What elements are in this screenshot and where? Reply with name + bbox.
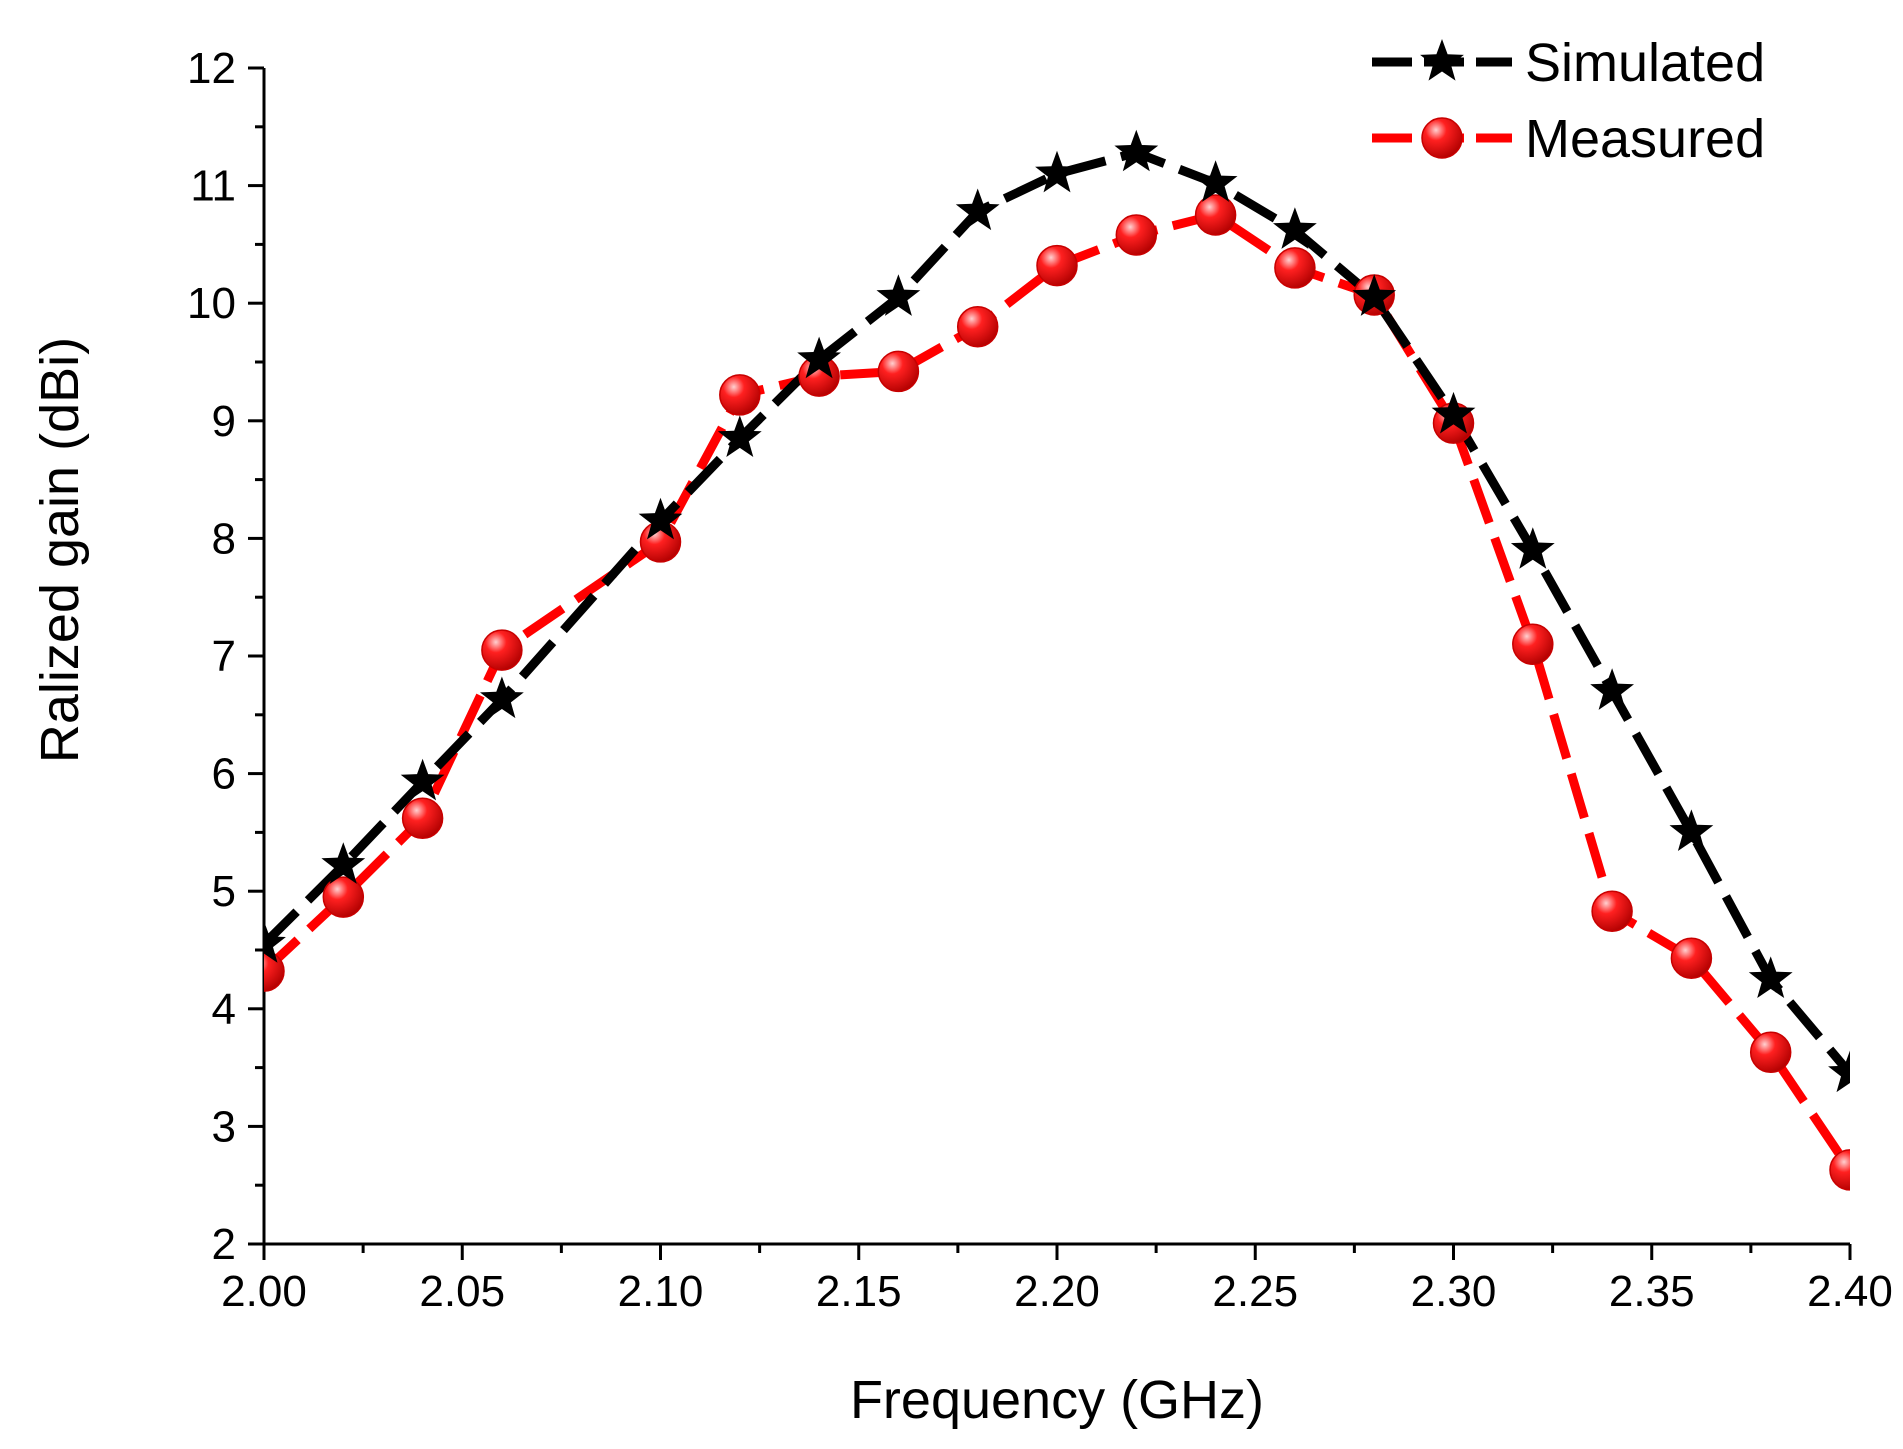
data-point-measured — [1115, 214, 1158, 256]
y-tick-label: 11 — [190, 162, 236, 211]
data-point-simulated — [876, 274, 921, 316]
x-tick-label: 2.20 — [1014, 1267, 1100, 1316]
y-tick-label: 5 — [212, 867, 236, 916]
data-point-measured — [1829, 1149, 1850, 1191]
y-tick-label: 2 — [212, 1220, 236, 1269]
data-point-simulated — [1669, 809, 1714, 851]
x-tick-label: 2.00 — [221, 1267, 307, 1316]
data-point-simulated — [1431, 391, 1476, 434]
axes: 2 3 4 5 6 7 8 9 10 11 12 2.00 2.05 2.10 2.15 2.20 2.25 2.… — [187, 44, 1893, 1316]
data-point-simulated — [717, 415, 762, 457]
series-markers — [264, 129, 1850, 1191]
data-point-measured — [1749, 1031, 1792, 1074]
y-tick-label: 8 — [212, 514, 236, 563]
legend-marker-simulated — [1420, 39, 1464, 81]
data-point-simulated — [1352, 274, 1397, 316]
data-point-simulated — [1035, 150, 1079, 193]
data-point-measured — [1670, 937, 1713, 979]
series-line-simulated — [264, 148, 1850, 1077]
legend-marker-measured — [1421, 117, 1463, 159]
data-point-simulated — [797, 336, 841, 379]
data-point-measured — [1512, 623, 1554, 665]
data-point-measured — [481, 629, 523, 671]
x-tick-label: 2.25 — [1212, 1267, 1298, 1316]
y-tick-label: 12 — [187, 44, 236, 93]
data-point-measured — [877, 350, 920, 393]
data-point-simulated — [321, 842, 366, 884]
x-tick-label: 2.05 — [419, 1267, 505, 1316]
data-point-simulated — [1273, 207, 1317, 249]
y-tick-label: 6 — [212, 750, 236, 799]
data-point-measured — [956, 305, 999, 348]
y-axis-title: Ralized gain (dBi) — [30, 337, 90, 763]
data-point-simulated — [480, 676, 524, 719]
y-tick-label: 7 — [212, 632, 236, 681]
legend-label-measured: Measured — [1525, 109, 1765, 169]
data-point-simulated — [1510, 527, 1555, 569]
x-tick-label: 2.40 — [1807, 1267, 1893, 1316]
data-point-measured — [719, 374, 761, 416]
y-tick-label: 9 — [212, 397, 236, 446]
y-tick-label: 3 — [212, 1102, 236, 1151]
x-tick-label: 2.30 — [1411, 1267, 1497, 1316]
series-line-measured — [264, 210, 1850, 1173]
legend: Simulated Measured — [1372, 33, 1765, 169]
data-point-simulated — [1590, 668, 1634, 710]
x-tick-label: 2.35 — [1609, 1267, 1695, 1316]
y-tick-label: 4 — [212, 985, 236, 1034]
data-point-simulated — [1748, 956, 1793, 998]
data-point-simulated — [1114, 129, 1159, 172]
data-point-measured — [401, 797, 444, 840]
x-tick-label: 2.15 — [816, 1267, 902, 1316]
data-point-measured — [264, 950, 285, 992]
data-point-measured — [1274, 247, 1316, 289]
x-axis-title: Frequency (GHz) — [850, 1370, 1264, 1430]
data-point-simulated — [400, 758, 445, 801]
data-point-simulated — [1193, 160, 1238, 202]
data-point-measured — [1036, 244, 1078, 287]
data-point-measured — [1591, 890, 1633, 932]
legend-label-simulated: Simulated — [1525, 33, 1765, 93]
data-point-measured — [322, 876, 365, 918]
data-point-simulated — [1828, 1050, 1850, 1093]
data-point-simulated — [264, 921, 286, 963]
y-tick-label: 10 — [187, 279, 236, 328]
data-point-simulated — [638, 497, 683, 540]
series-lines — [264, 148, 1850, 1173]
x-tick-label: 2.10 — [618, 1267, 704, 1316]
data-point-simulated — [955, 188, 1000, 231]
data-point-measured — [1194, 194, 1237, 236]
